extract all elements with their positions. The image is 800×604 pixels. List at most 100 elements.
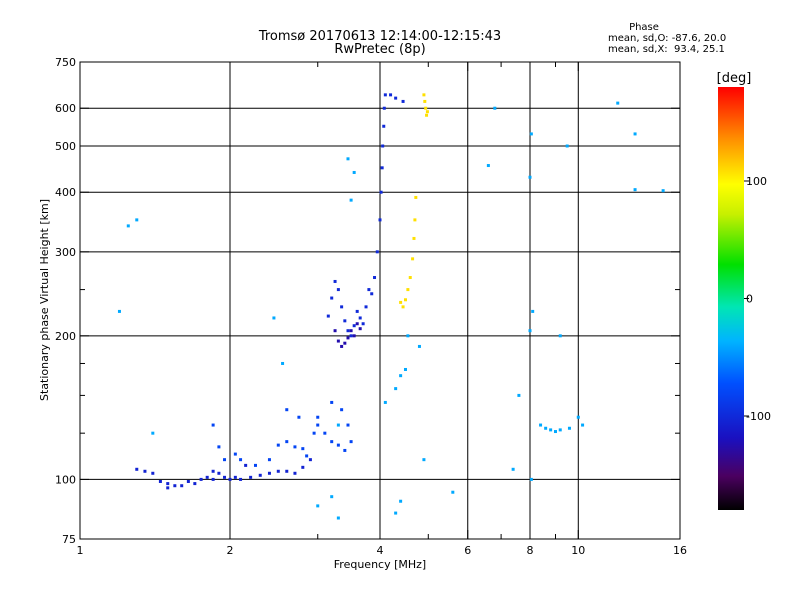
data-point [417,344,421,348]
data-point [326,314,330,318]
data-point [330,296,334,300]
data-point [511,467,515,471]
data-point [330,495,334,499]
data-point [565,144,569,148]
data-point [267,458,271,462]
colorbar-tick-label: 100 [746,175,767,188]
data-point [352,324,356,328]
data-point [217,471,221,475]
data-point [373,276,377,280]
data-point [173,484,177,488]
y-tick-label: 100 [55,473,76,486]
chart-title: Tromsø 20170613 12:14:00-12:15:43 [258,29,501,44]
data-point [383,93,387,97]
data-point [361,322,365,326]
x-tick-label: 6 [464,544,471,557]
data-point [151,471,155,475]
y-axis-label: Stationary phase Virtual Height [km] [38,199,51,401]
data-point [272,316,276,320]
data-point [661,189,665,193]
data-point [349,334,353,338]
data-point [414,195,418,199]
colorbar-ticks: 100 0 -100 [744,175,771,423]
data-point [333,329,337,333]
data-point [293,445,297,449]
data-point [285,408,289,412]
data-point [340,408,344,412]
data-point [406,288,410,292]
data-point [343,319,347,323]
y-tick-label: 400 [55,186,76,199]
data-point [301,447,305,451]
data-point [126,224,130,228]
data-point [239,458,243,462]
data-point [370,292,374,296]
data-point [285,440,289,444]
data-point [211,469,215,473]
data-point [529,132,533,136]
data-point [346,329,350,333]
data-point [267,471,271,475]
y-tick-label: 600 [55,102,76,115]
data-point [633,188,637,192]
data-point [567,426,571,430]
data-point [382,124,386,128]
data-point [401,305,405,309]
data-point [451,490,455,494]
data-point [316,504,320,508]
data-point [375,250,379,254]
data-point [316,415,320,419]
data-point [346,423,350,427]
data-point [544,426,548,430]
data-point [346,157,350,161]
y-tick-label: 75 [62,533,76,546]
data-point [293,471,297,475]
data-point [239,477,243,481]
data-point [343,448,347,452]
data-point [285,469,289,473]
data-point [135,218,139,222]
data-point [558,428,562,432]
data-point [180,484,184,488]
data-point [422,458,426,462]
data-point [205,475,209,479]
data-point [558,334,562,338]
data-point [166,486,170,490]
data-point [412,236,416,240]
data-point [349,329,353,333]
colorbar-label: [deg] [717,71,752,86]
data-point [382,106,386,110]
x-tick-label: 1 [77,544,84,557]
data-point [297,415,301,419]
y-tick-label: 200 [55,330,76,343]
data-point [135,467,139,471]
data-point [301,465,305,469]
data-point [158,479,162,483]
data-point [228,477,232,481]
x-tick-label: 16 [673,544,687,557]
data-point [389,93,393,97]
data-point [340,344,344,348]
data-point [581,423,585,427]
data-point [531,309,535,313]
data-point [336,288,340,292]
data-point [383,400,387,404]
data-point [330,400,334,404]
data-point [117,309,121,313]
data-point [424,106,428,110]
y-tick-label: 300 [55,246,76,259]
data-point [406,334,410,338]
data-point [333,279,337,283]
data-point [394,96,398,100]
data-point [378,218,382,222]
data-point [352,170,356,174]
data-point [381,144,385,148]
data-point [358,316,362,320]
data-point [211,477,215,481]
data-point [616,101,620,105]
x-axis-label: Frequency [MHz] [334,558,426,571]
data-point [399,499,403,503]
data-point [233,475,237,479]
colorbar [718,87,744,510]
